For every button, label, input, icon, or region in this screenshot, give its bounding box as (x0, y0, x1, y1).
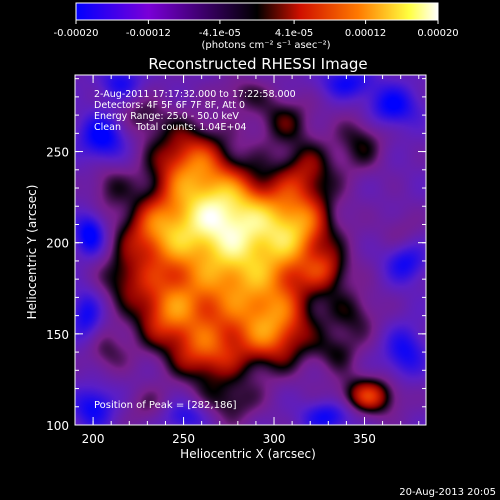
y-tick-label: 250 (46, 146, 69, 160)
colorbar: -0.00020 -0.00012 -4.1e-05 4.1e-05 0.00012 0.… (54, 2, 459, 51)
y-axis-label: Heliocentric Y (arcsec) (25, 185, 39, 320)
colorbar-frame (75, 2, 439, 21)
y-tick-label: 100 (46, 419, 69, 433)
peak-position-label: Position of Peak = [282,186] (94, 400, 237, 411)
chart-title: Reconstructed RHESSI Image (148, 55, 367, 73)
colorbar-gradient (76, 3, 438, 20)
colorbar-tick-label: 4.1e-05 (275, 28, 313, 39)
colorbar-unit-label: (photons cm⁻² s⁻¹ asec⁻²) (201, 40, 330, 51)
info-energy-range: Energy Range: 25.0 - 50.0 keV (94, 111, 239, 122)
observation-info: 2-Aug-2011 17:17:32.000 to 17:22:58.000 … (94, 89, 296, 133)
colorbar-tick-label: 0.00012 (345, 28, 386, 39)
y-tick-label: 200 (46, 237, 69, 251)
info-clean-counts: Clean Total counts: 1.04E+04 (94, 122, 246, 133)
x-axis-label: Heliocentric X (arcsec) (180, 447, 316, 461)
footer-timestamp: 20-Aug-2013 20:05 (399, 487, 496, 498)
colorbar-tick-label: -4.1e-05 (199, 28, 241, 39)
x-tick-label: 300 (263, 432, 286, 446)
colorbar-tick-label: 0.00020 (417, 28, 458, 39)
colorbar-tick-label: -0.00012 (126, 28, 171, 39)
plot-frame (74, 74, 427, 426)
heatmap-canvas (75, 75, 426, 425)
x-tick-label: 250 (172, 432, 195, 446)
x-tick-label: 200 (82, 432, 105, 446)
axis-ticks: 200 250 300 350 100 150 200 250 (46, 75, 426, 446)
heatmap-area: 200 250 300 350 100 150 200 250 (46, 74, 427, 446)
y-tick-label: 150 (46, 328, 69, 342)
info-time-range: 2-Aug-2011 17:17:32.000 to 17:22:58.000 (94, 89, 296, 100)
info-detectors: Detectors: 4F 5F 6F 7F 8F, Att 0 (94, 100, 245, 111)
colorbar-ticks: -0.00020 -0.00012 -4.1e-05 4.1e-05 0.00012 0.… (54, 20, 459, 39)
x-tick-label: 350 (353, 432, 376, 446)
colorbar-tick-label: -0.00020 (54, 28, 99, 39)
